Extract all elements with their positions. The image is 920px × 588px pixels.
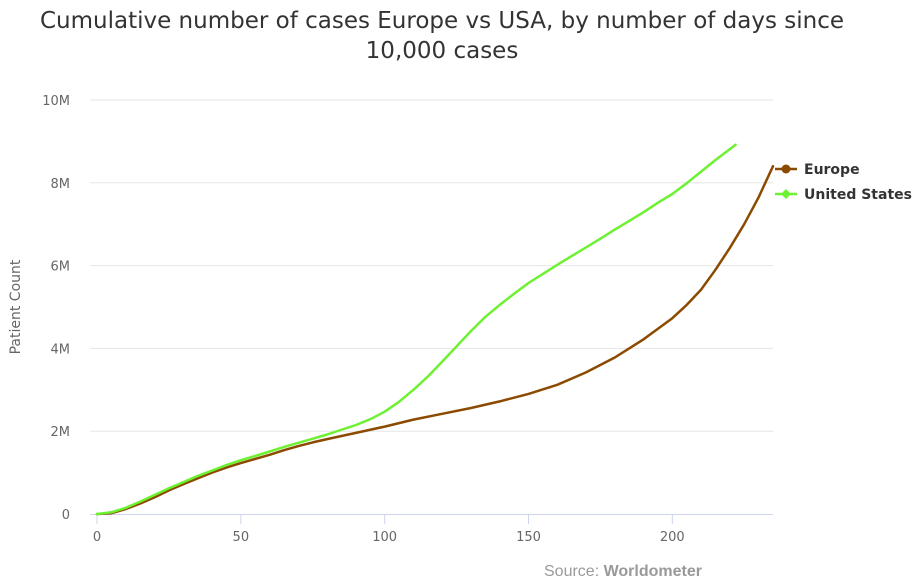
- y-tick-label: 2M: [51, 425, 71, 440]
- y-tick-label: 6M: [51, 260, 71, 275]
- x-axis: 0 50 100 150 200: [90, 514, 773, 545]
- line-chart: 0 2M 4M 6M 8M 10M 0 50 100 150 200 Europe United S…: [8, 94, 912, 545]
- series-lines: [95, 143, 775, 516]
- series-line-united-states: [95, 143, 737, 516]
- x-tick-label: 50: [233, 530, 250, 545]
- x-tick-label: 150: [516, 530, 541, 545]
- series-line-europe: [95, 164, 775, 516]
- y-tick-label: 10M: [42, 94, 70, 109]
- legend-marker-diamond: [781, 189, 791, 199]
- y-axis-ticks: 0 2M 4M 6M 8M 10M: [42, 94, 70, 523]
- source-name[interactable]: Worldometer: [603, 563, 702, 580]
- legend-item[interactable]: United States: [775, 187, 912, 203]
- legend-label: Europe: [804, 162, 860, 178]
- legend-item[interactable]: Europe: [775, 162, 860, 178]
- x-tick-label: 0: [93, 530, 101, 545]
- chart-title-line-1: Cumulative number of cases Europe vs USA…: [39, 8, 845, 34]
- chart-title-line-2: 10,000 cases: [365, 38, 519, 64]
- y-axis-label: Patient Count: [8, 259, 24, 354]
- grid-lines: [90, 99, 773, 432]
- y-tick-label: 8M: [51, 177, 71, 192]
- chart-title: Cumulative number of cases Europe vs USA…: [0, 6, 884, 66]
- legend-marker-circle: [781, 164, 791, 174]
- source-label: Source:: [544, 563, 604, 580]
- x-tick-label: 100: [372, 530, 397, 545]
- y-tick-label: 0: [62, 508, 70, 523]
- y-tick-label: 4M: [51, 342, 71, 357]
- source-credit[interactable]: Source: Worldometer: [544, 563, 702, 581]
- x-tick-label: 200: [660, 530, 685, 545]
- legend[interactable]: Europe United States: [775, 162, 912, 203]
- legend-label: United States: [804, 187, 912, 203]
